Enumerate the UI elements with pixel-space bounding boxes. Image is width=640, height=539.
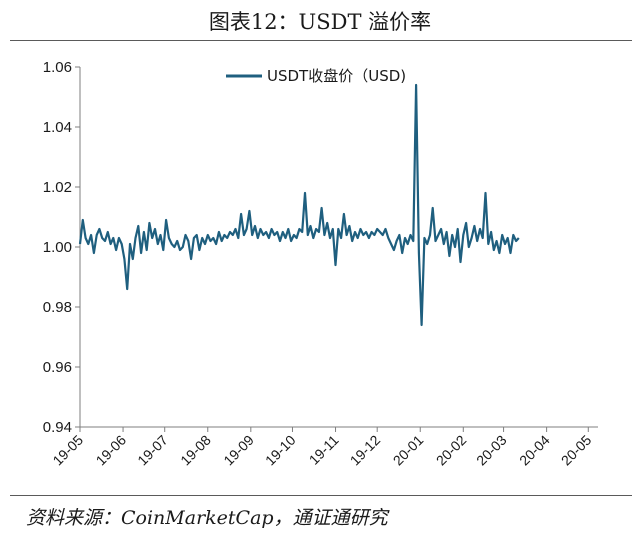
y-axis-ticks: 0.94 0.96 0.98 1.00 1.02 1.04 1.06	[43, 59, 80, 436]
series-line-usdt	[78, 83, 520, 327]
title-divider	[10, 40, 632, 41]
x-tick-label: 19-11	[306, 432, 342, 468]
x-tick-label: 20-03	[473, 432, 510, 469]
x-tick-label: 19-10	[262, 432, 299, 469]
source-note: 资料来源：CoinMarketCap，通证通研究	[26, 507, 388, 529]
y-tick-label: 1.02	[43, 179, 72, 196]
series-group	[78, 83, 520, 327]
chart-axes	[79, 67, 598, 428]
x-tick-label: 19-08	[177, 432, 214, 469]
legend: USDT收盘价（USD)	[226, 67, 406, 85]
footer-divider	[10, 495, 632, 496]
x-tick-label: 20-05	[558, 432, 595, 469]
y-tick-label: 0.98	[43, 299, 72, 316]
x-tick-label: 20-02	[433, 432, 470, 469]
x-axis-ticks: 19-05 19-06 19-07 19-08 19-09 19-10 19-11 19-12…	[49, 427, 595, 469]
x-tick-label: 19-06	[93, 432, 130, 469]
x-tick-label: 19-12	[347, 432, 384, 469]
y-tick-label: 0.96	[43, 359, 72, 376]
y-tick-label: 1.06	[43, 59, 72, 76]
y-tick-label: 1.00	[43, 239, 72, 256]
x-tick-label: 19-07	[134, 432, 171, 469]
y-tick-label: 0.94	[43, 419, 72, 436]
chart-title: 图表12：USDT 溢价率	[208, 10, 432, 34]
x-tick-label: 19-05	[49, 432, 86, 469]
x-tick-label: 19-09	[220, 432, 257, 469]
x-tick-label: 20-04	[516, 432, 553, 469]
legend-label: USDT收盘价（USD)	[267, 67, 406, 85]
y-tick-label: 1.04	[43, 119, 72, 136]
x-tick-label: 20-01	[390, 432, 427, 469]
